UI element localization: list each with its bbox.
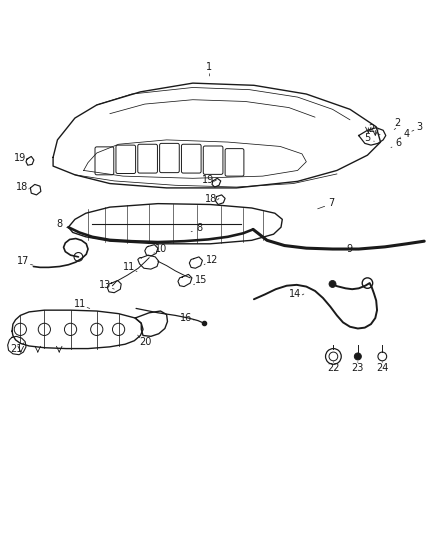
- Text: 8: 8: [56, 219, 62, 229]
- Text: 11: 11: [124, 262, 136, 272]
- Text: 16: 16: [180, 313, 192, 323]
- Text: 7: 7: [328, 198, 335, 208]
- Text: 24: 24: [376, 363, 389, 373]
- Text: 22: 22: [327, 363, 339, 373]
- Text: 19: 19: [14, 153, 26, 163]
- Text: 11: 11: [74, 299, 86, 309]
- Text: 18: 18: [205, 194, 217, 204]
- Text: 13: 13: [99, 280, 112, 290]
- Text: 4: 4: [404, 129, 410, 139]
- Text: 8: 8: [196, 223, 202, 233]
- Text: 19: 19: [201, 175, 214, 185]
- Text: 21: 21: [10, 344, 23, 353]
- Text: 9: 9: [346, 244, 352, 254]
- Text: 2: 2: [394, 118, 400, 128]
- Circle shape: [329, 280, 336, 287]
- Text: 14: 14: [289, 288, 301, 298]
- Text: 23: 23: [352, 363, 364, 373]
- Text: 3: 3: [417, 122, 423, 132]
- Circle shape: [354, 353, 361, 360]
- Text: 12: 12: [206, 255, 218, 265]
- Text: 20: 20: [139, 337, 152, 348]
- Text: 2: 2: [369, 124, 375, 134]
- Text: 18: 18: [15, 182, 28, 192]
- Text: 17: 17: [17, 256, 30, 266]
- Text: 1: 1: [206, 61, 212, 71]
- Text: 6: 6: [395, 139, 401, 148]
- Text: 15: 15: [195, 276, 208, 286]
- Text: 5: 5: [364, 133, 371, 143]
- Text: 10: 10: [155, 244, 167, 254]
